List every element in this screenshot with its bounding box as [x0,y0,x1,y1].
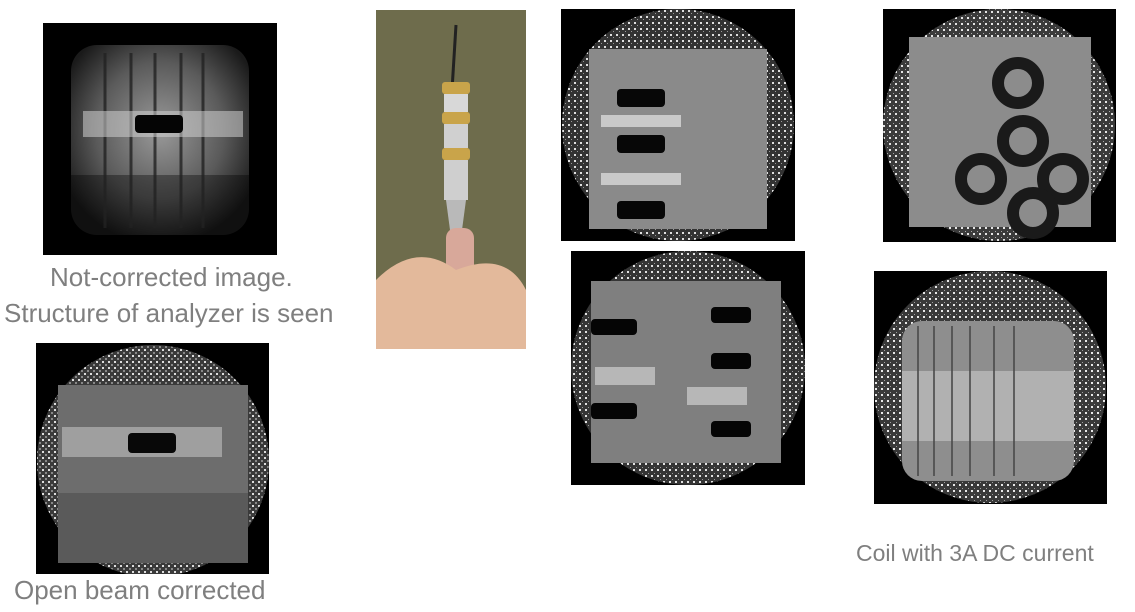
caption-open-beam-corrected: Open beam corrected [14,575,266,605]
coil-sample-photo [376,10,526,349]
coil-current-radiograph [874,271,1107,504]
not-corrected-radiograph [43,23,277,255]
radiograph-rings [883,9,1116,242]
caption-not-corrected-line2: Structure of analyzer is seen [4,298,334,328]
radiograph-blocks-bottom [571,251,805,485]
caption-coil-current: Coil with 3A DC current [856,540,1094,566]
radiograph-blocks-top [561,9,795,241]
open-beam-corrected-radiograph [36,343,269,574]
caption-not-corrected-line1: Not-corrected image. [50,262,293,292]
